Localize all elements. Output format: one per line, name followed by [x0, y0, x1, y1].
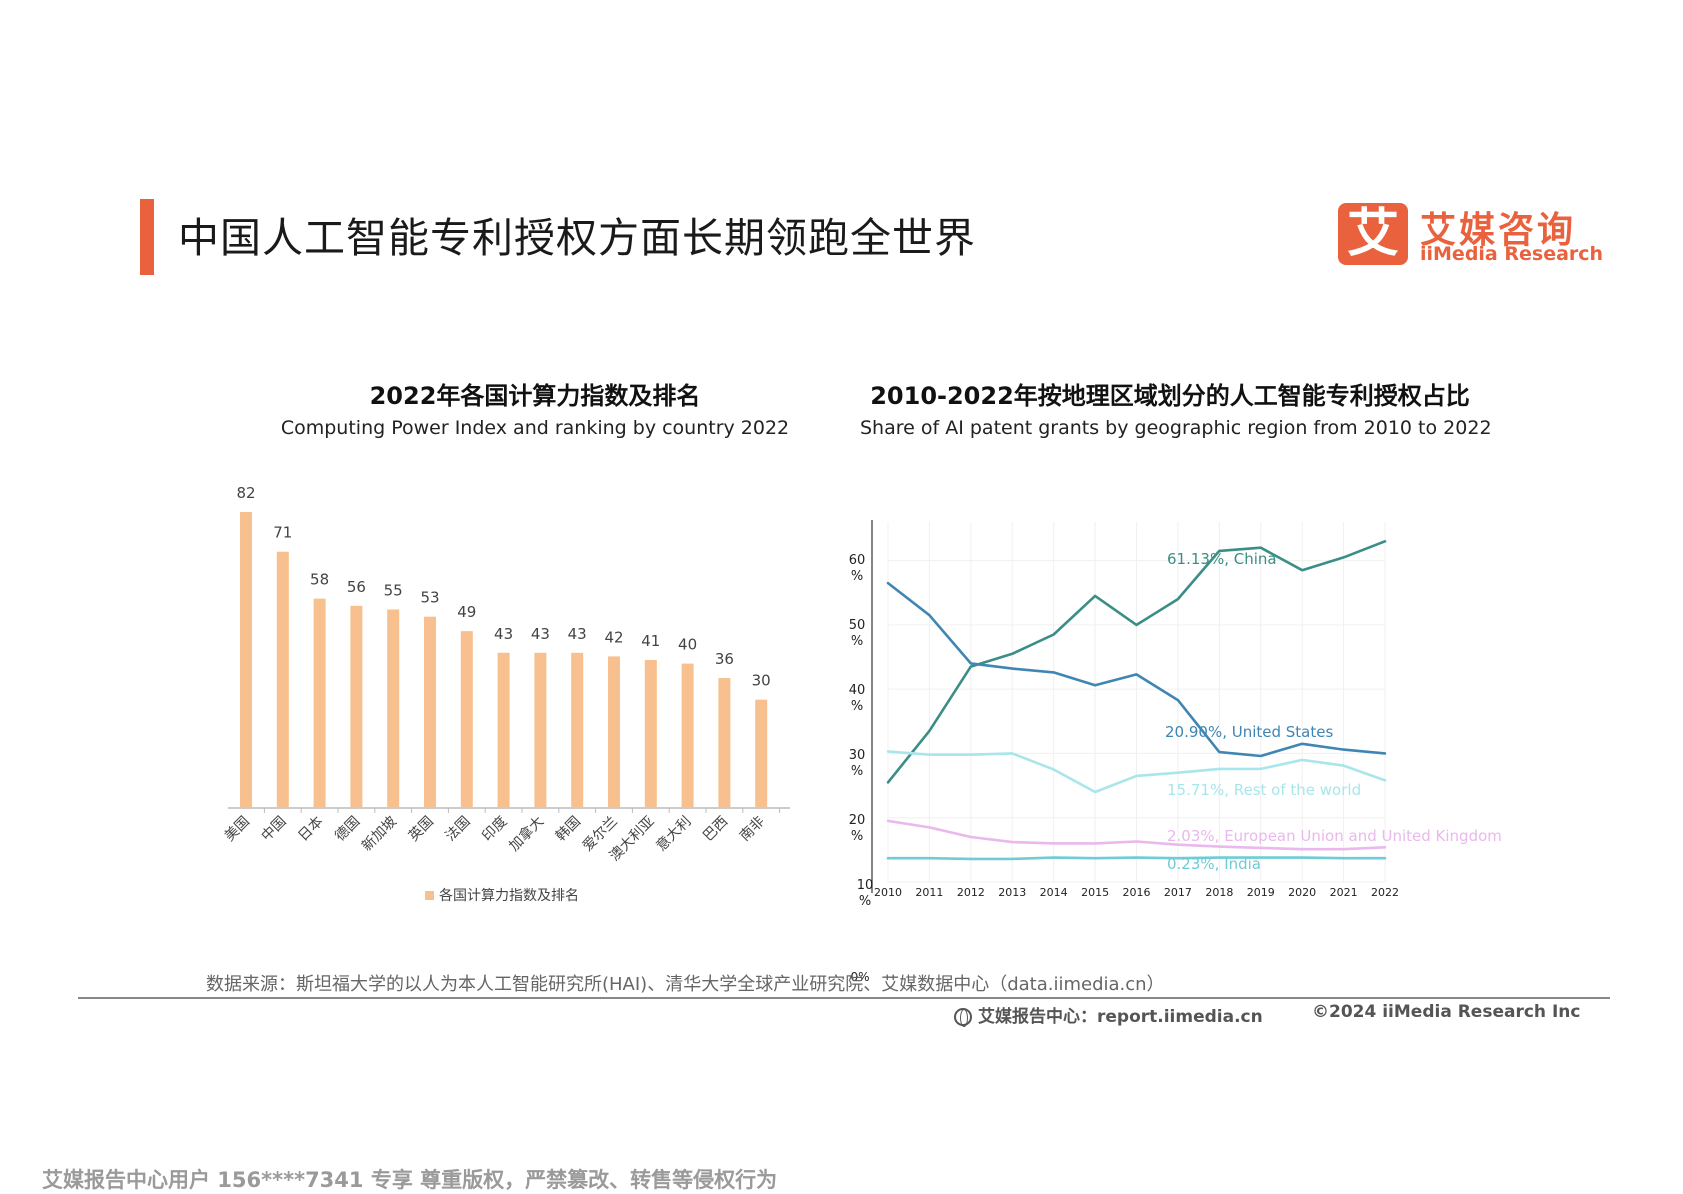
watermark: 艾媒报告中心用户 156****7341 专享 尊重版权，严禁篡改、转售等侵权行…: [42, 1168, 778, 1192]
bar-category-label: 法国: [443, 814, 474, 845]
line-x-tick-label: 2021: [1330, 886, 1358, 899]
bar-value-label: 49: [457, 603, 476, 621]
line-y-tick-unit: %: [851, 829, 863, 844]
logo-badge-icon: 艾: [1338, 203, 1408, 265]
line-y-tick-label: 20: [849, 813, 866, 828]
bar-value-label: 30: [752, 672, 771, 690]
line-x-tick-label: 2022: [1371, 886, 1399, 899]
line-x-tick-label: 2018: [1205, 886, 1233, 899]
line-chart-title: 2010-2022年按地理区域划分的人工智能专利授权占比: [870, 382, 1470, 410]
bar-value-label: 53: [420, 589, 439, 607]
bar-10: [571, 652, 584, 808]
bar-category-label: 日本: [295, 814, 326, 845]
bar-legend-label: 各国计算力指数及排名: [439, 888, 579, 904]
line-x-tick-label: 2014: [1040, 886, 1068, 899]
line-y-tick-label: 30: [849, 748, 866, 763]
bar-value-label: 71: [273, 524, 292, 542]
bar-value-label: 36: [715, 650, 734, 668]
series-label: 61.13%, China: [1167, 550, 1277, 568]
footer-divider: [78, 997, 1610, 999]
bar-category-label: 德国: [332, 814, 363, 845]
bar-value-label: 43: [568, 625, 587, 643]
bar-category-label: 中国: [259, 814, 290, 845]
bar-category-label: 英国: [405, 813, 437, 845]
line-x-tick-label: 2016: [1123, 886, 1151, 899]
bar-7: [460, 631, 473, 808]
logo-cn-name: 艾媒咨询: [1420, 210, 1577, 251]
line-x-tick-label: 2010: [874, 886, 902, 899]
line-y-tick-unit: %: [851, 634, 863, 649]
footer-site[interactable]: 艾媒报告中心：report.iimedia.cn: [954, 1002, 1263, 1027]
series-line-china: [886, 539, 1387, 784]
line-x-tick-label: 2015: [1081, 886, 1109, 899]
bar-4: [350, 605, 363, 808]
bar-value-label: 58: [310, 571, 329, 589]
bar-value-label: 41: [641, 632, 660, 650]
bar-2: [276, 551, 289, 808]
bar-13: [681, 663, 694, 808]
bar-category-label: 韩国: [553, 814, 584, 845]
line-x-tick-label: 2017: [1164, 886, 1192, 899]
line-x-tick-label: 2019: [1247, 886, 1275, 899]
bar-value-label: 40: [678, 636, 697, 654]
series-label: 20.90%, United States: [1165, 723, 1333, 741]
bar-value-label: 43: [531, 625, 550, 643]
series-label: 15.71%, Rest of the world: [1167, 781, 1361, 799]
bar-category-label: 新加坡: [359, 814, 400, 855]
line-y-tick-label: 40: [849, 683, 866, 698]
bar-category-label: 巴西: [700, 814, 731, 845]
globe-icon: [954, 1008, 972, 1027]
bar-value-label: 82: [236, 484, 255, 502]
page-title: 中国人工智能专利授权方面长期领跑全世界: [178, 214, 976, 262]
title-accent-bar: [140, 199, 154, 275]
series-line-india: [886, 856, 1387, 861]
bar-legend-swatch: [425, 891, 434, 900]
data-source-note: 数据来源：斯坦福大学的以人为本人工智能研究所(HAI)、清华大学全球产业研究院、…: [206, 974, 1165, 995]
bar-14: [718, 678, 731, 808]
line-x-tick-label: 2011: [915, 886, 943, 899]
bar-category-label: 印度: [479, 814, 510, 845]
bar-category-label: 南非: [737, 814, 768, 845]
line-y-tick-unit: %: [851, 764, 863, 779]
bar-category-label: 加拿大: [506, 813, 548, 855]
line-x-tick-label: 2020: [1288, 886, 1316, 899]
bar-chart-title: 2022年各国计算力指数及排名: [369, 382, 701, 410]
bar-value-label: 43: [494, 625, 513, 643]
series-label: 0.23%, India: [1167, 855, 1261, 873]
footer-site-text: 艾媒报告中心：report.iimedia.cn: [978, 1007, 1263, 1027]
logo-en-name: iiMedia Research: [1420, 243, 1604, 265]
bar-15: [755, 699, 768, 808]
bar-1: [240, 512, 252, 808]
footer-copyright: ©2024 iiMedia Research Inc: [1312, 1002, 1581, 1022]
bar-category-label: 意大利: [653, 813, 695, 855]
series-line-european-union-and-united-kingdom: [886, 819, 1387, 851]
bar-8: [497, 652, 510, 808]
bar-value-label: 56: [347, 578, 366, 596]
bar-3: [313, 598, 326, 808]
line-zero-label: 0%: [850, 970, 869, 984]
series-line-united-states: [886, 581, 1387, 758]
bar-5: [387, 609, 400, 808]
iimedia-logo: 艾 艾媒咨询 iiMedia Research: [1338, 203, 1603, 265]
series-label: 2.03%, European Union and United Kingdom: [1167, 827, 1502, 845]
bar-category-label: 美国: [222, 814, 253, 845]
line-chart-subtitle: Share of AI patent grants by geographic …: [860, 417, 1492, 439]
bar-11: [608, 656, 620, 808]
line-x-tick-label: 2013: [998, 886, 1026, 899]
line-y-tick-label: 50: [849, 618, 866, 633]
line-y-tick-unit: %: [851, 699, 863, 714]
bar-value-label: 55: [384, 581, 403, 599]
bar-9: [534, 652, 547, 808]
bar-6: [424, 616, 436, 808]
bar-chart-subtitle: Computing Power Index and ranking by cou…: [280, 417, 790, 439]
line-y-tick-label: 10: [857, 878, 874, 893]
bar-12: [644, 660, 657, 808]
line-y-tick-label: 60: [849, 553, 866, 568]
line-y-tick-unit: %: [859, 894, 871, 909]
line-x-tick-label: 2012: [957, 886, 985, 899]
bar-value-label: 42: [604, 628, 623, 646]
series-line-rest-of-the-world: [886, 750, 1387, 794]
line-y-tick-unit: %: [851, 569, 863, 584]
